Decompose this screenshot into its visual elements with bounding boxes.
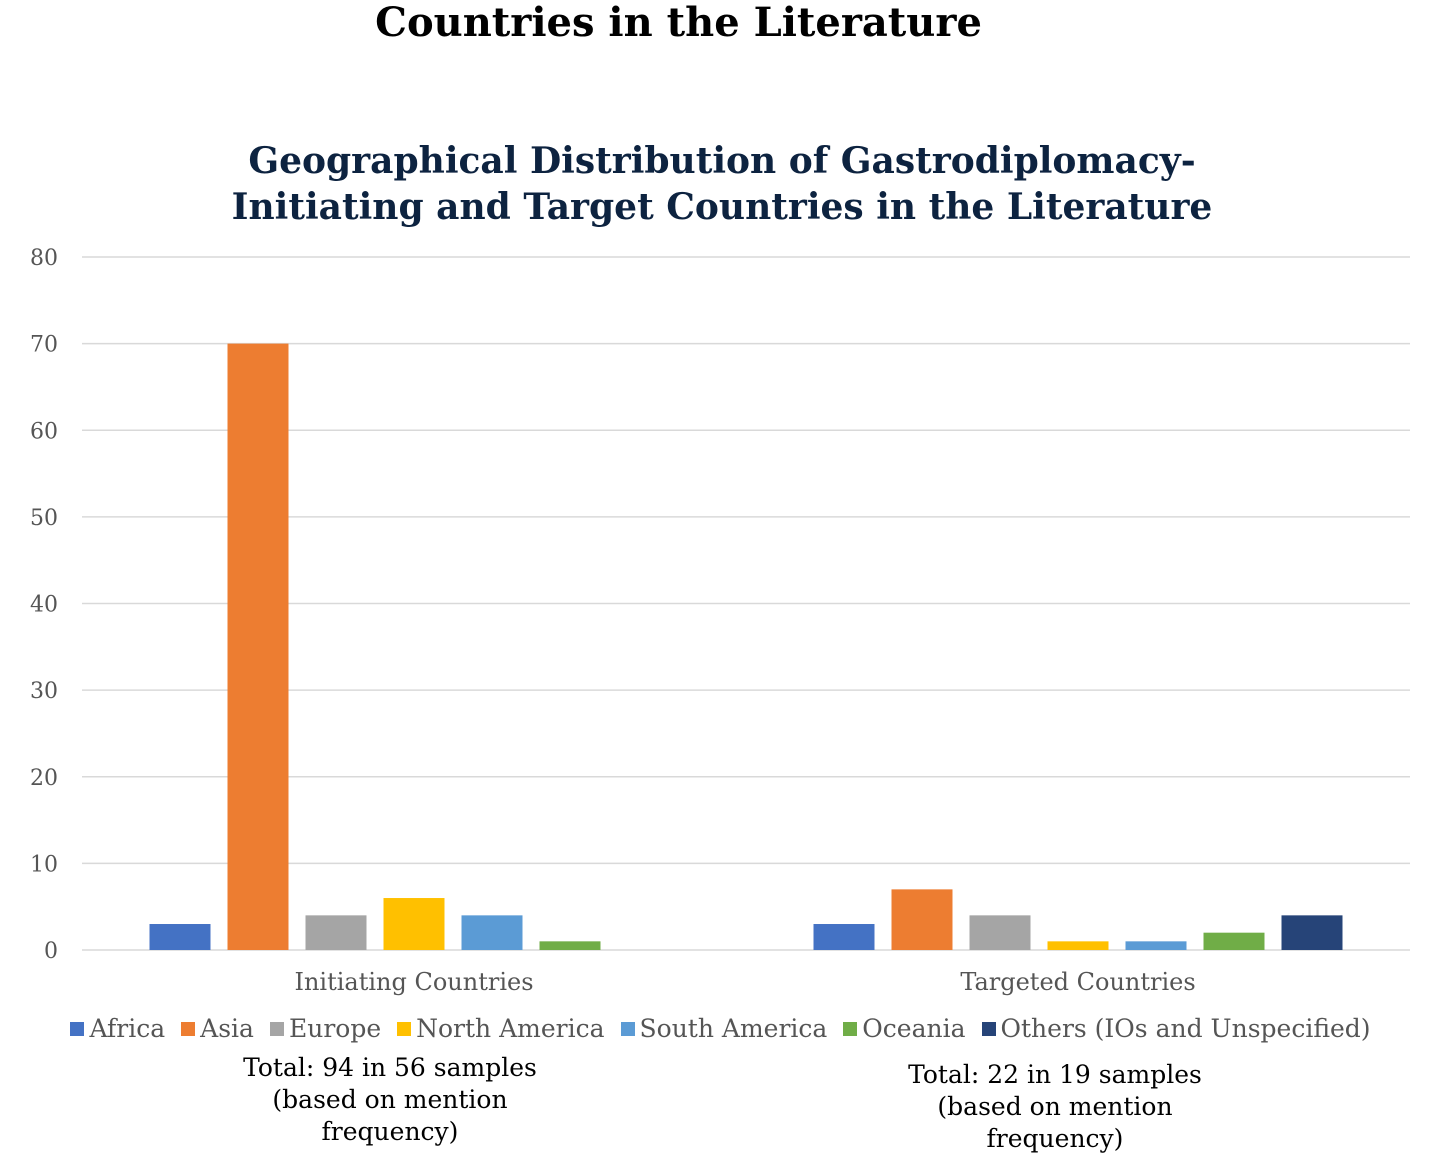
bar-south-america-0 (461, 915, 523, 950)
legend-swatch (70, 1021, 85, 1036)
y-tick-label: 30 (30, 679, 58, 704)
legend-label: Africa (89, 1014, 166, 1043)
y-tick-label: 50 (30, 506, 58, 531)
y-tick-label: 20 (30, 766, 58, 791)
legend-item: North America (397, 1014, 605, 1043)
y-tick-label: 80 (30, 246, 58, 271)
bar-south-america-1 (1125, 941, 1187, 950)
y-tick-label: 0 (44, 939, 58, 964)
bar-africa-0 (149, 924, 211, 950)
page-heading: Countries in the Literature (375, 0, 982, 46)
legend-item: Africa (70, 1014, 165, 1043)
category-labels: Initiating Countries Targeted Countries (294, 968, 1195, 996)
bar-chart: 0 10 20 30 40 50 60 70 80 Initiating Countries Ta… (30, 246, 1410, 996)
y-tick-label: 70 (30, 333, 58, 358)
legend-label: South America (639, 1014, 828, 1043)
category-label: Targeted Countries (960, 968, 1195, 996)
legend-label: Asia (200, 1014, 254, 1043)
legend-swatch (843, 1021, 858, 1036)
legend-item: Asia (181, 1014, 254, 1043)
bars (149, 343, 1343, 950)
bar-europe-1 (969, 915, 1031, 950)
legend-label: Europe (288, 1014, 382, 1043)
y-tick-label: 60 (30, 419, 58, 444)
y-tick-label: 40 (30, 593, 58, 618)
bar-oceania-1 (1203, 932, 1265, 950)
gridlines (82, 256, 1410, 951)
chart-title-line-2: Initiating and Target Countries in the L… (231, 186, 1213, 228)
bar-europe-0 (305, 915, 367, 950)
bar-africa-1 (813, 924, 875, 950)
bar-oceania-0 (539, 941, 601, 950)
legend-label: North America (416, 1014, 605, 1043)
chart-title: Geographical Distribution of Gastrodiplo… (60, 138, 1384, 230)
chart-title-line-1: Geographical Distribution of Gastrodiplo… (248, 140, 1196, 182)
note-targeted-line-2: (based on mention (937, 1092, 1173, 1121)
legend-swatch (620, 1021, 635, 1036)
y-axis-ticks: 0 10 20 30 40 50 60 70 80 (30, 246, 58, 964)
legend-item: Europe (269, 1014, 382, 1043)
bar-north-america-0 (383, 898, 445, 950)
legend-label: Oceania (862, 1014, 966, 1043)
bar-north-america-1 (1047, 941, 1109, 950)
bar-asia-0 (227, 343, 289, 950)
legend-swatch (981, 1021, 996, 1036)
legend-swatch (269, 1021, 284, 1036)
note-targeted-line-3: frequency) (986, 1124, 1124, 1153)
legend-item: South America (620, 1014, 828, 1043)
legend-swatch (181, 1021, 196, 1036)
note-initiating: Total: 94 in 56 samples (based on mentio… (225, 1052, 555, 1148)
legend-swatch (397, 1021, 412, 1036)
legend-label: Others (IOs and Unspecified) (1000, 1014, 1371, 1043)
legend: Africa Asia Europe North America South Ameri… (0, 1014, 1441, 1043)
category-label: Initiating Countries (294, 968, 533, 996)
legend-item: Oceania (843, 1014, 966, 1043)
y-tick-label: 10 (30, 852, 58, 877)
legend-item: Others (IOs and Unspecified) (981, 1014, 1371, 1043)
note-initiating-line-3: frequency) (321, 1117, 459, 1146)
note-targeted: Total: 22 in 19 samples (based on mentio… (890, 1059, 1220, 1155)
bar-asia-1 (891, 889, 953, 950)
note-initiating-line-1: Total: 94 in 56 samples (243, 1053, 537, 1082)
bar-others-ios-and-unspecified-1 (1281, 915, 1343, 950)
note-targeted-line-1: Total: 22 in 19 samples (908, 1060, 1202, 1089)
note-initiating-line-2: (based on mention (272, 1085, 508, 1114)
